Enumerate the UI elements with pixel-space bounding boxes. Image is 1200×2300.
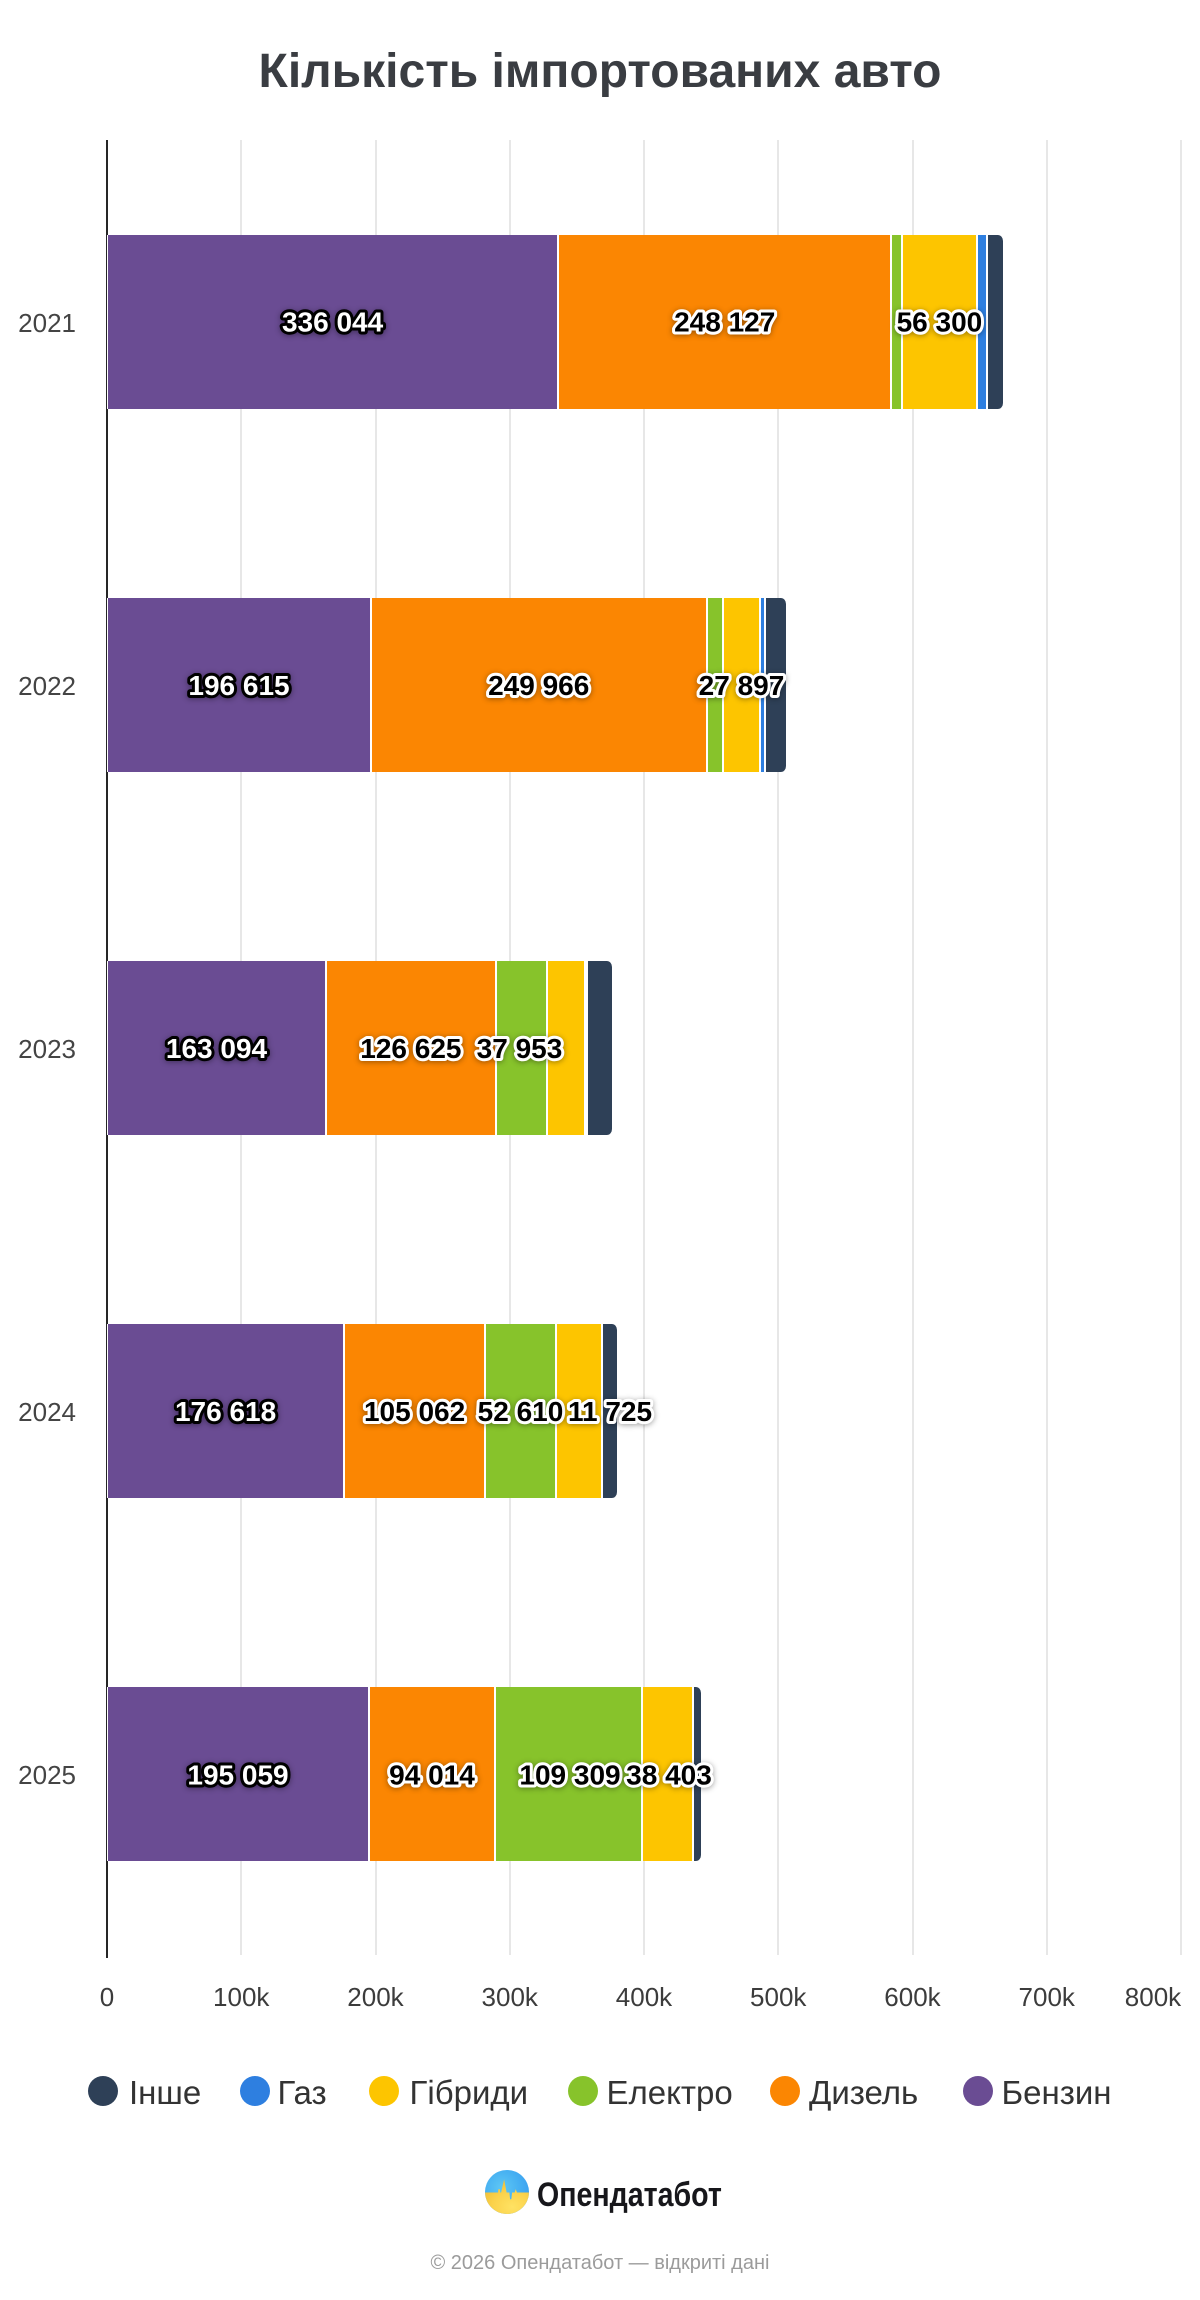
- svg-text:248 127: 248 127: [674, 307, 775, 338]
- svg-text:176 618: 176 618: [175, 1396, 276, 1427]
- svg-text:109 309: 109 309: [519, 1759, 620, 1790]
- svg-text:56 300: 56 300: [897, 307, 983, 338]
- svg-text:27 897: 27 897: [699, 670, 785, 701]
- svg-text:52 610: 52 610: [478, 1396, 564, 1427]
- svg-text:195 059: 195 059: [187, 1759, 288, 1790]
- svg-text:196 615: 196 615: [188, 670, 289, 701]
- svg-text:37 953: 37 953: [477, 1033, 563, 1064]
- svg-text:249 966: 249 966: [488, 670, 589, 701]
- svg-text:163 094: 163 094: [166, 1033, 268, 1064]
- svg-text:94 014: 94 014: [389, 1759, 475, 1790]
- svg-text:126 625: 126 625: [360, 1033, 461, 1064]
- svg-text:38 403: 38 403: [626, 1759, 712, 1790]
- svg-text:105 062: 105 062: [364, 1396, 465, 1427]
- svg-text:11 725: 11 725: [568, 1396, 652, 1427]
- svg-text:336 044: 336 044: [282, 307, 384, 338]
